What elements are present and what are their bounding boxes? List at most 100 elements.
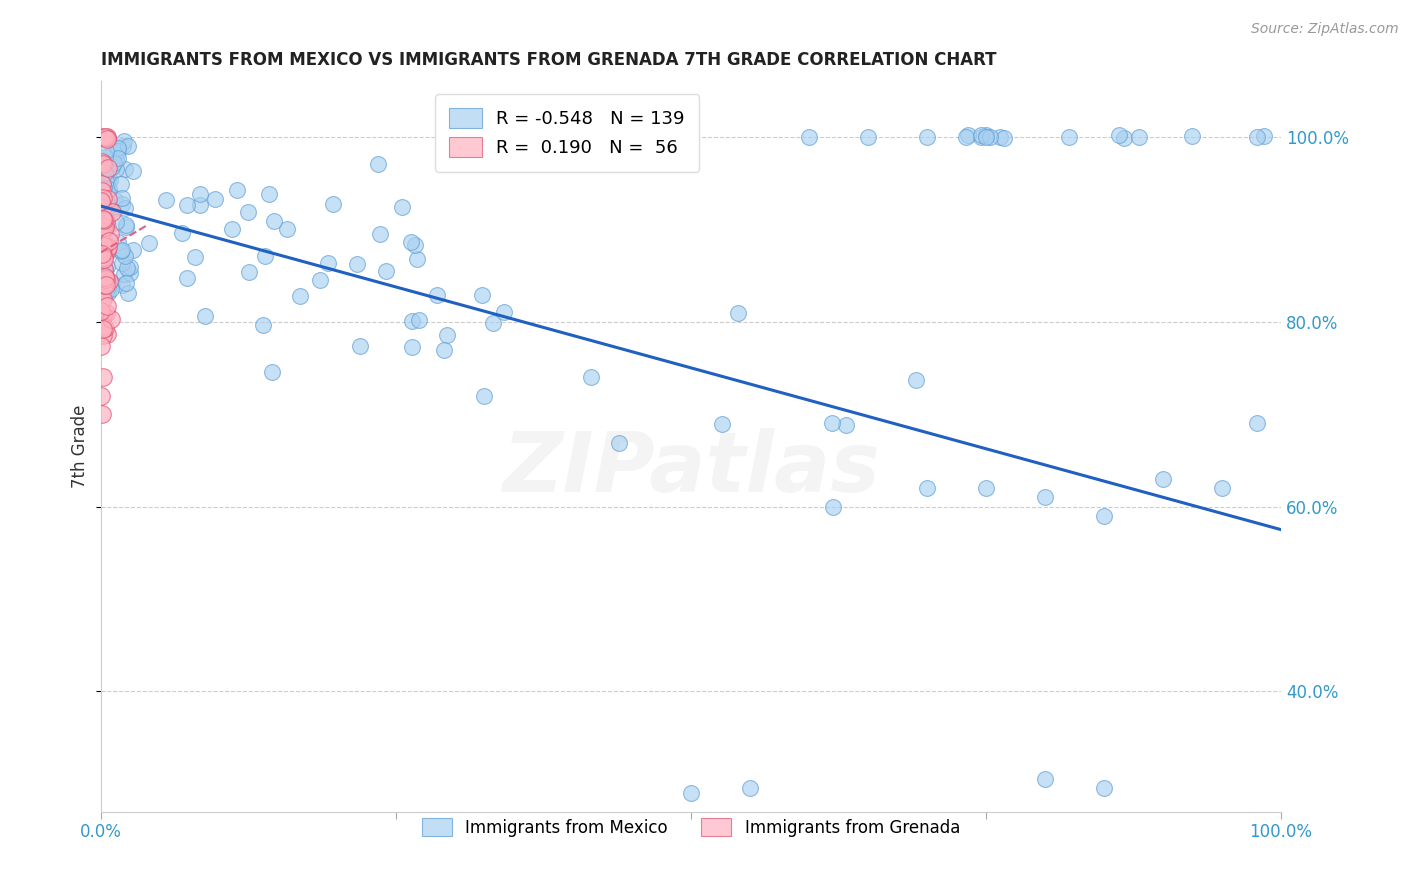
Point	[111, 139, 134, 153]
Point	[90, 279, 112, 293]
Point	[96, 183, 118, 197]
Point	[90, 244, 112, 258]
Point	[94, 144, 117, 158]
Point	[176, 271, 198, 285]
Point	[110, 178, 132, 192]
Point	[91, 283, 114, 297]
Point	[111, 191, 134, 205]
Point	[322, 197, 344, 211]
Point	[96, 183, 118, 197]
Point	[1033, 772, 1056, 787]
Point	[103, 156, 125, 170]
Point	[97, 280, 120, 294]
Point	[1211, 481, 1233, 495]
Point	[426, 288, 449, 302]
Point	[96, 131, 118, 145]
Point	[1057, 129, 1080, 144]
Point	[349, 339, 371, 353]
Point	[104, 153, 127, 167]
Point	[1246, 129, 1268, 144]
Point	[290, 288, 312, 302]
Point	[835, 417, 858, 432]
Point	[94, 204, 117, 219]
Point	[104, 215, 127, 229]
Point	[91, 191, 114, 205]
Point	[120, 260, 142, 275]
Point	[988, 130, 1011, 145]
Point	[91, 177, 114, 191]
Point	[471, 287, 494, 301]
Point	[90, 339, 112, 353]
Point	[105, 161, 128, 176]
Point	[221, 222, 243, 236]
Point	[94, 160, 117, 174]
Point	[93, 220, 115, 235]
Point	[97, 285, 120, 300]
Point	[90, 264, 112, 278]
Point	[93, 168, 115, 182]
Point	[96, 243, 118, 257]
Point	[91, 308, 114, 322]
Point	[107, 235, 129, 249]
Point	[93, 252, 115, 266]
Point	[607, 435, 630, 450]
Point	[96, 327, 118, 342]
Point	[91, 318, 114, 333]
Point	[91, 407, 114, 421]
Point	[91, 247, 114, 261]
Text: IMMIGRANTS FROM MEXICO VS IMMIGRANTS FROM GRENADA 7TH GRADE CORRELATION CHART: IMMIGRANTS FROM MEXICO VS IMMIGRANTS FRO…	[101, 51, 997, 69]
Point	[190, 186, 212, 201]
Point	[90, 277, 112, 291]
Point	[90, 227, 112, 241]
Point	[93, 292, 115, 306]
Point	[90, 129, 112, 144]
Point	[204, 192, 226, 206]
Point	[114, 161, 136, 176]
Text: Source: ZipAtlas.com: Source: ZipAtlas.com	[1251, 22, 1399, 37]
Point	[96, 260, 118, 275]
Point	[94, 269, 117, 284]
Point	[252, 318, 274, 332]
Point	[93, 268, 115, 282]
Point	[100, 160, 122, 174]
Point	[104, 193, 127, 207]
Point	[93, 129, 115, 144]
Point	[970, 129, 993, 144]
Point	[404, 238, 426, 252]
Point	[188, 198, 211, 212]
Point	[1253, 129, 1275, 144]
Point	[970, 128, 993, 142]
Point	[96, 194, 118, 209]
Point	[94, 215, 117, 229]
Point	[367, 157, 389, 171]
Point	[309, 273, 332, 287]
Point	[401, 340, 423, 354]
Point	[101, 205, 124, 219]
Point	[1181, 128, 1204, 143]
Point	[96, 281, 118, 295]
Point	[94, 157, 117, 171]
Point	[91, 131, 114, 145]
Point	[91, 283, 114, 297]
Point	[1128, 129, 1150, 144]
Point	[93, 370, 115, 384]
Point	[98, 274, 121, 288]
Point	[107, 144, 129, 158]
Point	[93, 273, 115, 287]
Point	[91, 266, 114, 280]
Point	[375, 263, 398, 277]
Point	[94, 271, 117, 285]
Point	[90, 388, 112, 402]
Point	[94, 306, 117, 320]
Point	[122, 243, 145, 257]
Point	[91, 322, 114, 336]
Point	[316, 256, 339, 270]
Point	[436, 328, 458, 343]
Point	[184, 250, 207, 264]
Point	[90, 314, 112, 328]
Point	[97, 219, 120, 234]
Point	[93, 181, 115, 195]
Point	[993, 130, 1015, 145]
Point	[93, 239, 115, 253]
Point	[98, 158, 121, 172]
